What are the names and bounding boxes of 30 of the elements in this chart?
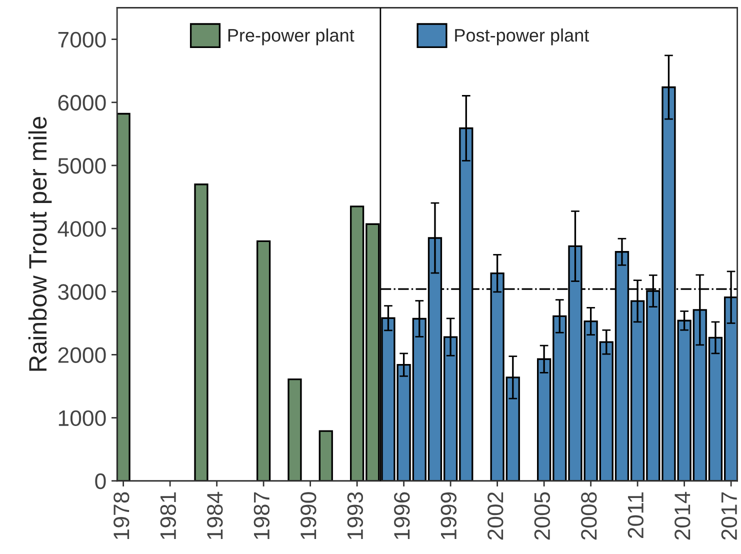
y-axis-title: Rainbow Trout per mile (28, 116, 52, 371)
legend-label: Post-power plant (455, 28, 590, 46)
x-tick-label: 1984 (207, 492, 223, 540)
bar (318, 430, 333, 481)
bar (117, 112, 130, 481)
x-tick-label: 1990 (300, 492, 316, 540)
x-tick-label: 2005 (534, 492, 550, 540)
y-tick-label: 6000 (58, 94, 106, 111)
x-tick-label: 2014 (674, 492, 690, 540)
x-tick-label: 2002 (488, 492, 504, 540)
x-tick-label: 1978 (114, 492, 130, 540)
y-tick-label: 0 (95, 473, 106, 490)
x-tick-label: 1996 (394, 492, 410, 540)
bar (288, 378, 302, 481)
x-tick-label: 2011 (628, 492, 644, 538)
y-tick-label: 2000 (58, 347, 106, 363)
x-tick-label: 1999 (440, 492, 457, 540)
x-tick-label: 1987 (254, 492, 270, 540)
bar (256, 240, 271, 481)
x-tick-label: 2008 (581, 492, 597, 540)
x-tick-label: 1981 (160, 492, 176, 540)
y-tick-label: 7000 (58, 32, 106, 48)
y-tick-label: 5000 (58, 158, 106, 174)
x-tick-label: 2017 (721, 492, 738, 540)
y-tick-label: 1000 (58, 410, 106, 426)
y-tick-label: 3000 (58, 284, 106, 300)
bar (194, 184, 208, 481)
legend-label: Pre-power plant (228, 28, 354, 46)
x-tick-label: 1993 (347, 492, 364, 540)
y-tick-label: 4000 (58, 221, 106, 237)
